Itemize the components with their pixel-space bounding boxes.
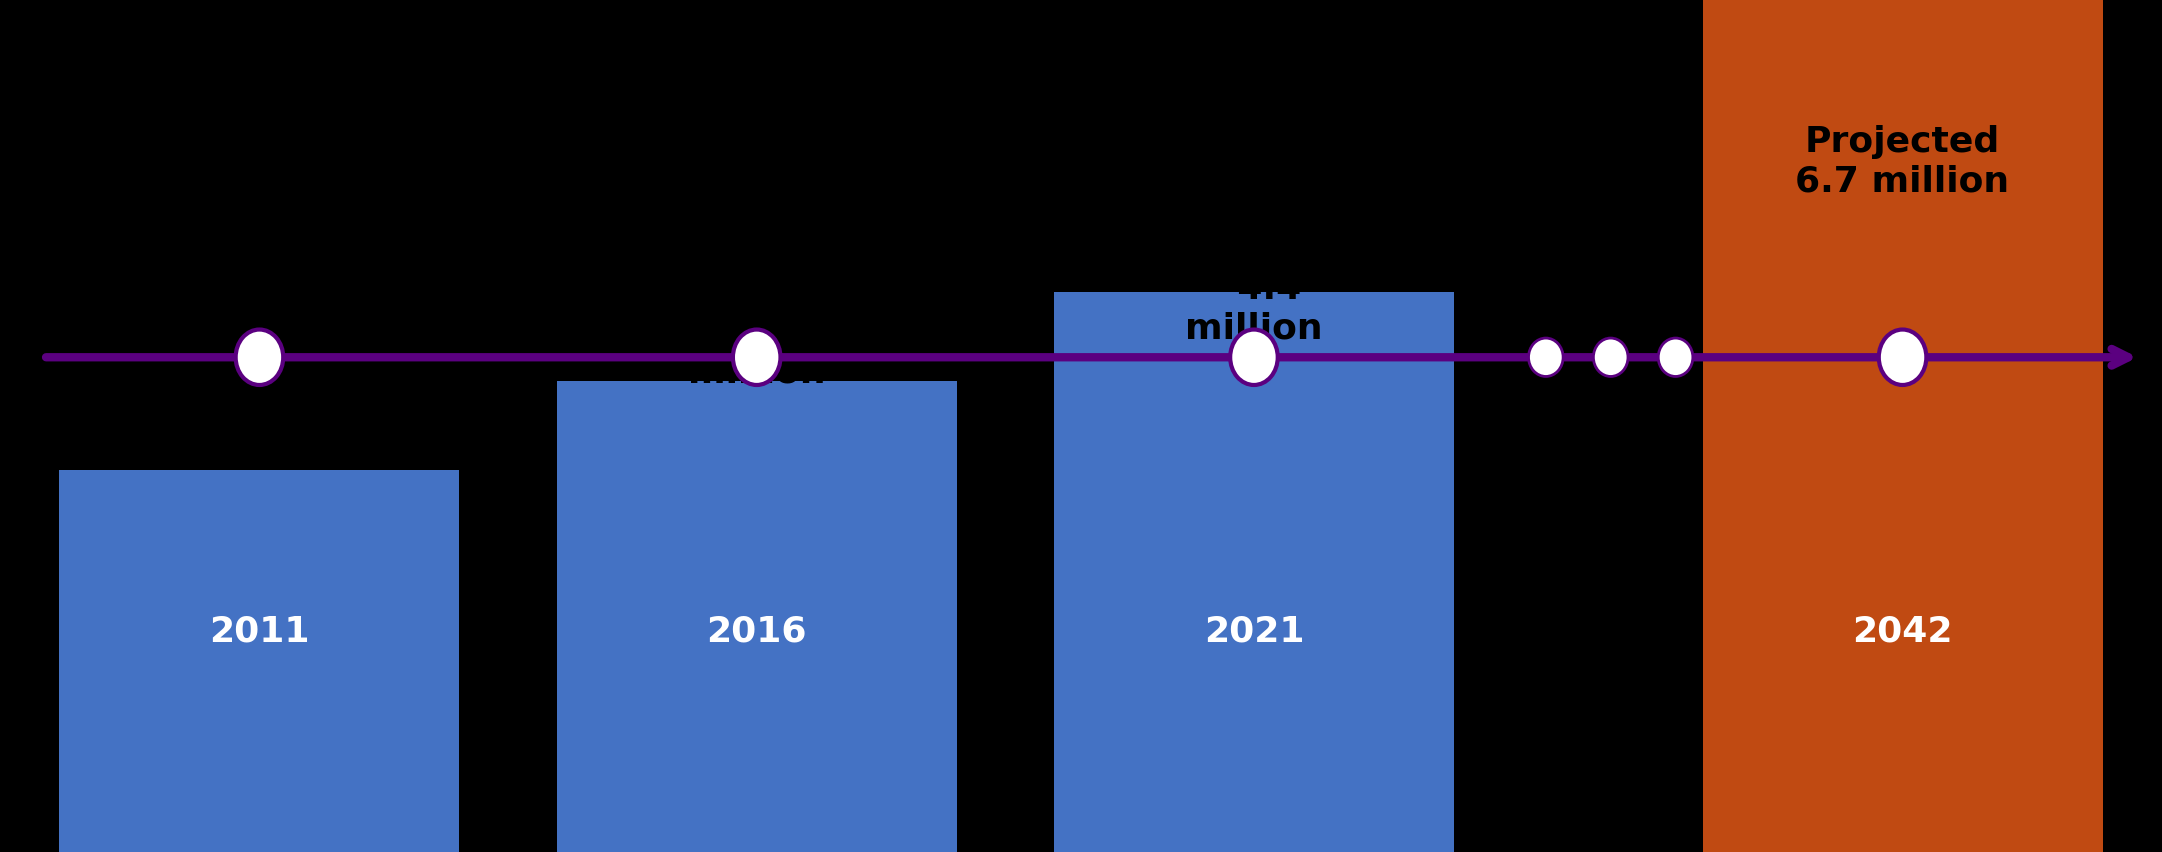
Text: 2016: 2016 bbox=[707, 613, 806, 648]
Text: 2011: 2011 bbox=[210, 613, 309, 648]
Ellipse shape bbox=[1230, 331, 1278, 385]
Ellipse shape bbox=[1658, 339, 1693, 377]
Ellipse shape bbox=[733, 331, 780, 385]
Bar bbox=[1704, 0, 2101, 852]
Text: 2021: 2021 bbox=[1204, 613, 1304, 648]
Text: ~ 3.7
million: ~ 3.7 million bbox=[688, 316, 826, 389]
Ellipse shape bbox=[1879, 331, 1926, 385]
Text: Projected
6.7 million: Projected 6.7 million bbox=[1794, 125, 2011, 199]
Ellipse shape bbox=[1593, 339, 1628, 377]
Bar bbox=[556, 382, 956, 852]
Text: 2042: 2042 bbox=[1853, 613, 1952, 648]
Ellipse shape bbox=[1529, 339, 1563, 377]
Bar bbox=[1055, 292, 1453, 852]
Text: ~ 3.0
million: ~ 3.0 million bbox=[190, 360, 329, 434]
Text: ~4.4
million: ~4.4 million bbox=[1185, 272, 1323, 345]
Ellipse shape bbox=[236, 331, 283, 385]
Bar bbox=[58, 470, 458, 852]
